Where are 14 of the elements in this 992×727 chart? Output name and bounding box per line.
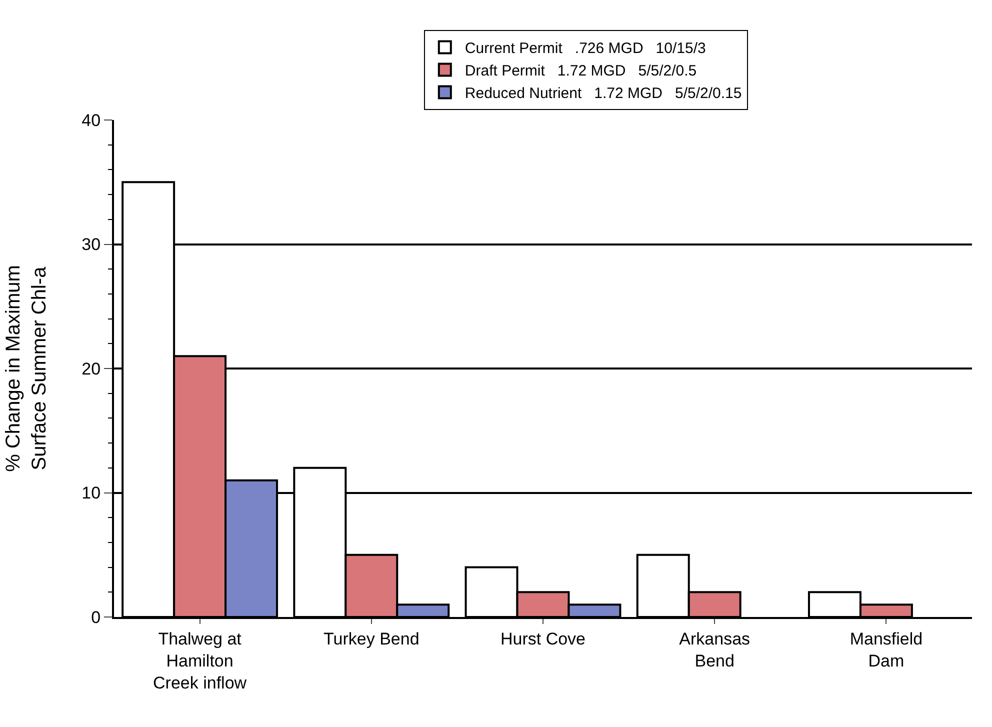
y-tick-label: 0 <box>91 608 101 627</box>
x-tick-label: Thalweg at Hamilton Creek inflow <box>153 629 248 693</box>
x-tick-label: Hurst Cove <box>500 629 586 648</box>
x-tick-label: Mansfield Dam <box>850 629 923 670</box>
legend-label: Current Permit .726 MGD 10/15/3 <box>464 40 706 58</box>
y-axis-title: % Change in Maximum Surface Summer Chl-a <box>2 265 51 472</box>
x-tick-label: Turkey Bend <box>324 629 420 648</box>
y-tick-label: 30 <box>82 235 101 254</box>
x-tick-label: Arkansas Bend <box>679 629 750 670</box>
y-tick-label: 20 <box>82 359 101 378</box>
y-tick-label: 10 <box>82 484 101 503</box>
legend-label: Draft Permit 1.72 MGD 5/5/2/0.5 <box>464 62 697 80</box>
legend-label: Reduced Nutrient 1.72 MGD 5/5/2/0.15 <box>464 85 742 102</box>
y-tick-label: 40 <box>82 110 101 130</box>
